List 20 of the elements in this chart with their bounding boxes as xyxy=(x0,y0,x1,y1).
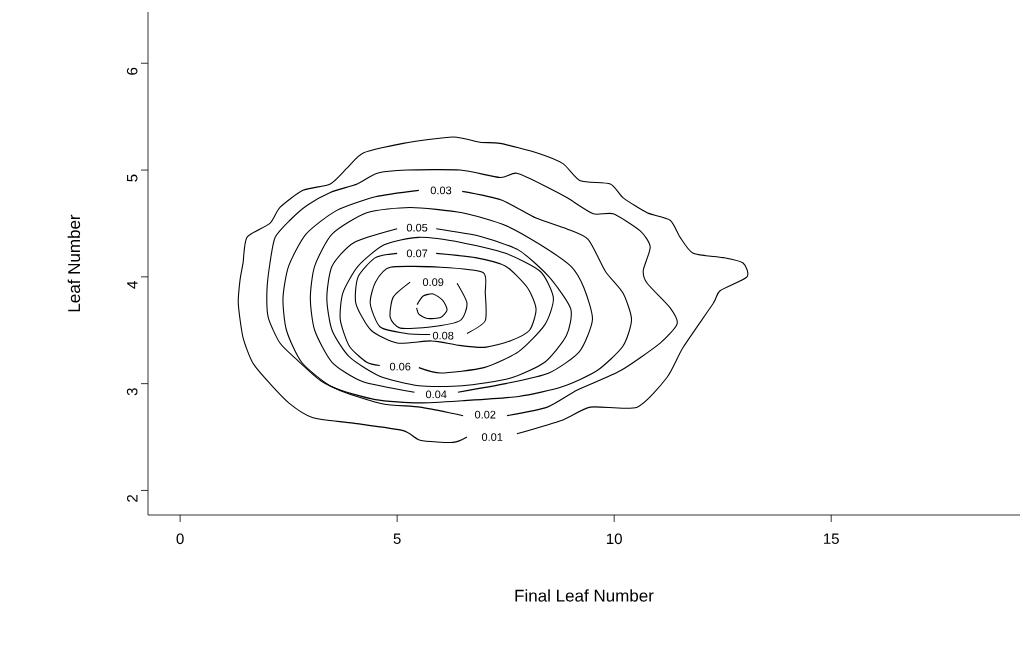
annotation: 0.04 xyxy=(425,390,447,399)
y-axis-title: Leaf Number xyxy=(67,214,81,312)
annotation: 0.01 xyxy=(481,433,503,441)
annotation: 0.02 xyxy=(474,410,496,419)
annotation: 0.06 xyxy=(389,362,411,371)
x-tick-label: 15 xyxy=(824,533,839,544)
y-tick-label: 4 xyxy=(127,281,138,289)
y-tick-label: 5 xyxy=(127,174,138,182)
annotation: 0.03 xyxy=(430,186,452,195)
x-tick-label: 5 xyxy=(393,533,401,544)
y-tick-label: 3 xyxy=(126,388,138,396)
y-tick-label: 6 xyxy=(126,67,138,75)
x-tick-label: 10 xyxy=(606,533,622,545)
annotation: 0.08 xyxy=(432,331,454,340)
annotation: 0.09 xyxy=(422,278,444,287)
x-axis-title: Final Leaf Number xyxy=(515,589,654,602)
y-tick-label: 2 xyxy=(127,495,138,502)
annotation: 0.05 xyxy=(406,223,428,232)
x-tick-label: 0 xyxy=(176,533,184,545)
annotation: 0.07 xyxy=(406,249,428,258)
